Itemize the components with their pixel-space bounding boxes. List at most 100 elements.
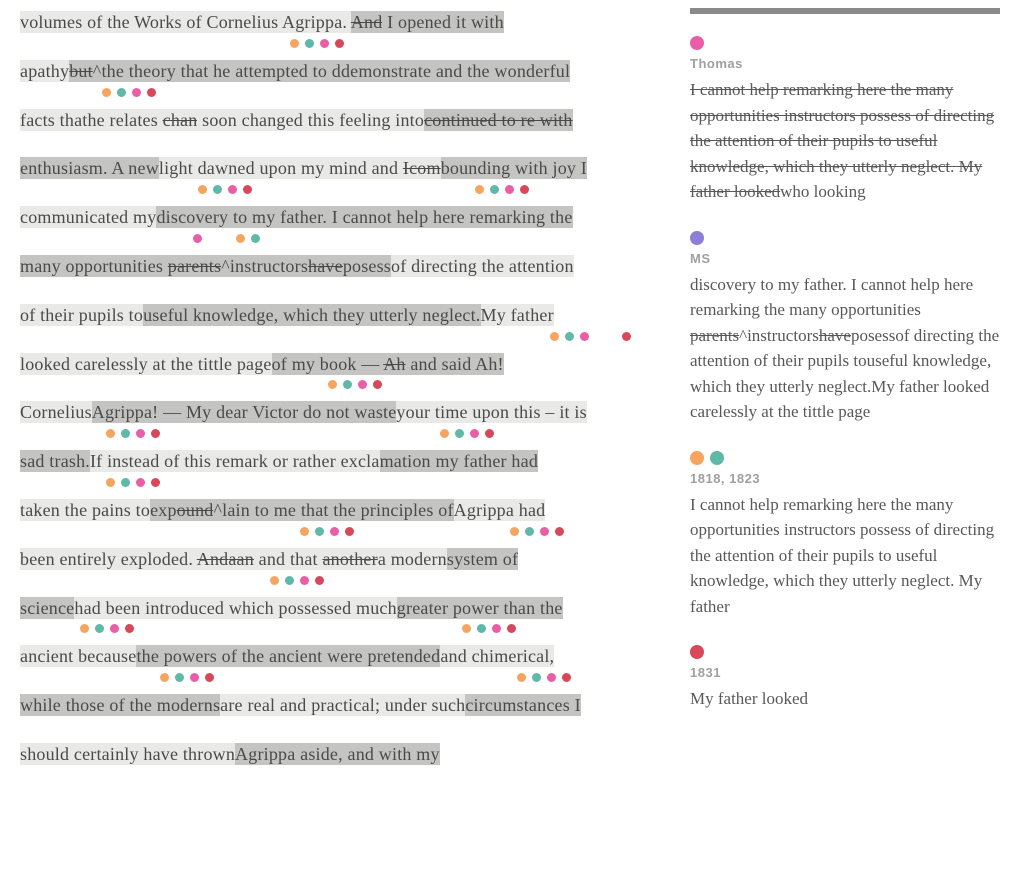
red-dot[interactable]: [345, 527, 354, 536]
dot-group[interactable]: [80, 624, 134, 633]
text-segment[interactable]: communicated my: [20, 206, 156, 228]
pink-dot[interactable]: [300, 576, 309, 585]
dot-group[interactable]: [440, 429, 494, 438]
line-text[interactable]: CorneliusAgrippa! — My dear Victor do no…: [20, 398, 650, 427]
teal-dot[interactable]: [455, 429, 464, 438]
orange-dot[interactable]: [80, 624, 89, 633]
red-dot[interactable]: [315, 576, 324, 585]
text-segment[interactable]: volumes of the Works of Cornelius Agripp…: [20, 11, 351, 33]
text-segment[interactable]: of my book —: [272, 353, 384, 375]
dot-group[interactable]: [193, 234, 202, 243]
orange-dot[interactable]: [290, 39, 299, 48]
text-segment[interactable]: posess: [343, 255, 391, 277]
line-text[interactable]: apathybut^the theory that he attempted t…: [20, 57, 650, 86]
text-segment[interactable]: continued to re with: [424, 109, 572, 131]
pink-dot[interactable]: [505, 185, 514, 194]
text-segment[interactable]: while those of the moderns: [20, 694, 220, 716]
pink-dot[interactable]: [580, 332, 589, 341]
pink-dot[interactable]: [492, 624, 501, 633]
text-segment[interactable]: Icom: [403, 157, 441, 179]
teal-dot[interactable]: [213, 185, 222, 194]
pink-dot[interactable]: [136, 478, 145, 487]
pink-dot[interactable]: [330, 527, 339, 536]
text-segment[interactable]: system of: [447, 548, 518, 570]
text-segment[interactable]: another: [322, 548, 377, 570]
line-text[interactable]: should certainly have thrownAgrippa asid…: [20, 740, 650, 769]
text-segment[interactable]: ^instructors: [221, 255, 308, 277]
text-segment[interactable]: your time upon this – it is: [396, 401, 586, 423]
red-dot[interactable]: [373, 380, 382, 389]
red-dot[interactable]: [151, 478, 160, 487]
text-segment[interactable]: ancient because: [20, 645, 136, 667]
text-segment[interactable]: Agrippa! — My dear Victor do not waste: [92, 401, 397, 423]
text-segment[interactable]: aan: [228, 548, 254, 570]
teal-dot[interactable]: [565, 332, 574, 341]
text-segment[interactable]: I opened it with: [382, 11, 503, 33]
line-text[interactable]: communicated mydiscovery to my father. I…: [20, 203, 650, 232]
pink-dot[interactable]: [690, 36, 704, 50]
text-segment[interactable]: enthusiasm. A new: [20, 157, 159, 179]
pink-dot[interactable]: [190, 673, 199, 682]
dot-group[interactable]: [102, 88, 156, 97]
red-dot[interactable]: [485, 429, 494, 438]
teal-dot[interactable]: [121, 478, 130, 487]
pink-dot[interactable]: [358, 380, 367, 389]
text-segment[interactable]: had been introduced which possessed much: [74, 597, 396, 619]
dot-group[interactable]: [270, 576, 324, 585]
pink-dot[interactable]: [136, 429, 145, 438]
dot-group[interactable]: [462, 624, 516, 633]
text-segment[interactable]: chan: [163, 109, 198, 131]
text-segment[interactable]: mation my father had: [380, 450, 538, 472]
dot-group[interactable]: [198, 185, 252, 194]
text-segment[interactable]: And: [197, 548, 229, 570]
line-text[interactable]: been entirely exploded. Andaan and that …: [20, 545, 650, 574]
text-segment[interactable]: and said Ah!: [406, 353, 504, 375]
line-text[interactable]: sciencehad been introduced which possess…: [20, 594, 650, 623]
teal-dot[interactable]: [285, 576, 294, 585]
text-segment[interactable]: are real and practical; under such: [220, 694, 465, 716]
text-segment[interactable]: should certainly have thrown: [20, 743, 235, 765]
teal-dot[interactable]: [532, 673, 541, 682]
text-segment[interactable]: been entirely exploded.: [20, 548, 197, 570]
dot-group[interactable]: [328, 380, 382, 389]
dot-group[interactable]: [290, 39, 344, 48]
text-segment[interactable]: And: [351, 11, 383, 33]
orange-dot[interactable]: [690, 451, 704, 465]
text-segment[interactable]: and that: [254, 548, 322, 570]
dot-group[interactable]: [622, 332, 631, 341]
orange-dot[interactable]: [270, 576, 279, 585]
sidebar-text[interactable]: I cannot help remarking here the many op…: [690, 77, 1000, 205]
orange-dot[interactable]: [106, 429, 115, 438]
teal-dot[interactable]: [175, 673, 184, 682]
text-segment[interactable]: My father: [481, 304, 554, 326]
red-dot[interactable]: [690, 645, 704, 659]
pink-dot[interactable]: [193, 234, 202, 243]
orange-dot[interactable]: [106, 478, 115, 487]
dot-group[interactable]: [106, 429, 160, 438]
pink-dot[interactable]: [228, 185, 237, 194]
text-segment[interactable]: discovery to my father. I cannot help he…: [156, 206, 572, 228]
red-dot[interactable]: [205, 673, 214, 682]
line-text[interactable]: volumes of the Works of Cornelius Agripp…: [20, 8, 650, 37]
text-segment[interactable]: bounding with joy I: [441, 157, 587, 179]
dot-group[interactable]: [475, 185, 529, 194]
teal-dot[interactable]: [117, 88, 126, 97]
text-segment[interactable]: facts thathe relates: [20, 109, 163, 131]
orange-dot[interactable]: [517, 673, 526, 682]
line-text[interactable]: sad trash.If instead of this remark or r…: [20, 447, 650, 476]
text-segment[interactable]: looked carelessly at the tittle page: [20, 353, 272, 375]
text-segment[interactable]: but: [69, 60, 93, 82]
line-text[interactable]: facts thathe relates chan soon changed t…: [20, 106, 650, 135]
text-segment[interactable]: have: [308, 255, 343, 277]
text-segment[interactable]: a modern: [378, 548, 447, 570]
dot-group[interactable]: [517, 673, 571, 682]
red-dot[interactable]: [520, 185, 529, 194]
red-dot[interactable]: [151, 429, 160, 438]
orange-dot[interactable]: [440, 429, 449, 438]
text-segment[interactable]: the powers of the ancient were pretended: [136, 645, 440, 667]
text-segment[interactable]: Agrippa had: [454, 499, 546, 521]
dot-group[interactable]: [236, 234, 260, 243]
pink-dot[interactable]: [320, 39, 329, 48]
line-text[interactable]: while those of the modernsare real and p…: [20, 691, 650, 720]
orange-dot[interactable]: [462, 624, 471, 633]
